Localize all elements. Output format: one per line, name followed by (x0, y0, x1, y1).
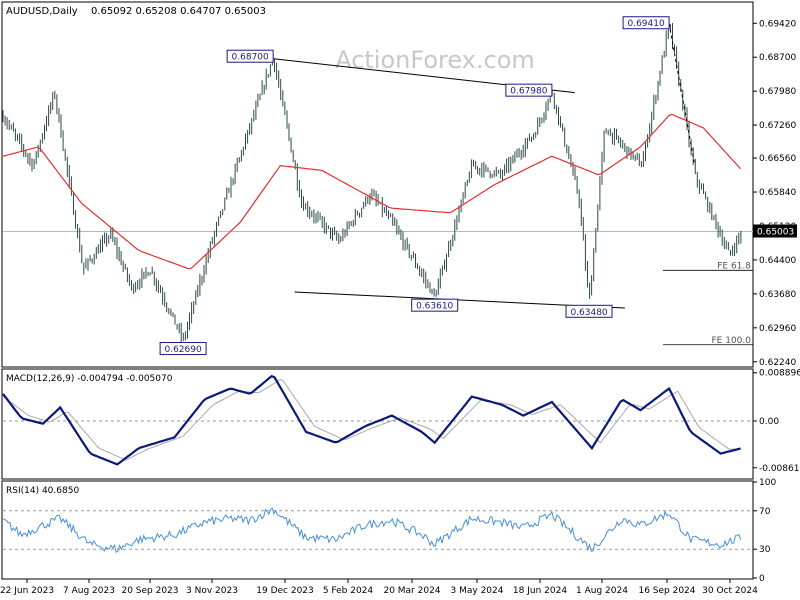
price-header: AUDUSD,Daily 0.65092 0.65208 0.64707 0.6… (6, 6, 266, 17)
y-tick-label: 70 (759, 507, 771, 517)
symbol-title: AUDUSD,Daily (6, 6, 78, 17)
price-level-annotation: 0.62690 (159, 342, 207, 356)
price-level-annotation: 0.69410 (622, 16, 670, 30)
projection-line (668, 23, 696, 166)
fe-level-label: FE 100.0 (712, 336, 752, 346)
price-y-axis: 0.69420 0.68700 0.67980 0.67260 0.66560 0.658… (753, 19, 796, 368)
ohlc-values: 0.65092 0.65208 0.64707 0.65003 (91, 6, 266, 17)
x-tick-label: 19 Dec 2023 (256, 586, 314, 596)
x-tick-label: 20 Sep 2023 (121, 586, 178, 596)
x-tick-label: 7 Aug 2023 (63, 586, 115, 596)
x-tick-label: 30 Oct 2024 (702, 586, 758, 596)
x-tick-label: 16 Sep 2024 (638, 586, 695, 596)
macd-signal-line (2, 379, 741, 461)
macd-y-axis: 0.008896 0.00 -0.008612 (753, 369, 800, 474)
x-tick-label: 22 Jun 2023 (0, 586, 54, 596)
y-tick-label: 0.68700 (759, 53, 796, 63)
annotation-label: 0.67980 (510, 87, 547, 97)
moving-average-line (2, 113, 742, 270)
annotation-label: 0.63610 (416, 302, 453, 312)
macd-panel-frame (1, 368, 754, 480)
price-level-annotation: 0.67980 (505, 83, 553, 97)
fe-levels: FE 61.8 FE 100.0 (663, 261, 753, 346)
price-level-annotation: 0.63480 (565, 304, 613, 318)
y-tick-label: 0.008896 (759, 369, 800, 379)
x-axis: 22 Jun 2023 7 Aug 2023 20 Sep 2023 3 Nov 20… (0, 579, 758, 596)
y-tick-label: 0.67980 (759, 87, 796, 97)
x-tick-label: 3 Nov 2023 (186, 586, 238, 596)
y-tick-label: 0.63680 (759, 290, 796, 300)
y-tick-label: 30 (759, 545, 771, 555)
annotation-label: 0.68700 (232, 53, 269, 63)
y-tick-label: 0 (759, 574, 765, 584)
rsi-y-axis: 100 70 30 0 (753, 478, 776, 584)
last-price-marker: 0.65003 (753, 224, 797, 238)
x-tick-label: 20 Mar 2024 (383, 586, 440, 596)
y-tick-label: -0.008612 (759, 464, 800, 474)
y-tick-label: 0.62960 (759, 324, 796, 334)
price-level-annotation: 0.68700 (226, 49, 274, 63)
price-annotations: 0.62690 0.68700 0.63610 0.67980 0.63480 0.694… (159, 16, 670, 356)
annotation-label: 0.62690 (164, 345, 201, 355)
last-price-label: 0.65003 (757, 228, 794, 238)
x-tick-label: 18 Jun 2024 (513, 586, 567, 596)
y-tick-label: 0.00 (759, 417, 779, 427)
y-tick-label: 100 (759, 478, 776, 488)
price-panel-frame (1, 1, 754, 368)
annotation-label: 0.69410 (627, 19, 664, 29)
y-tick-label: 0.62240 (759, 358, 796, 368)
y-tick-label: 0.67260 (759, 121, 796, 131)
macd-main-line (2, 374, 741, 466)
y-tick-label: 0.69420 (759, 19, 796, 29)
rsi-panel-frame (1, 480, 754, 580)
y-tick-label: 0.64400 (759, 256, 796, 266)
price-candles (2, 23, 742, 344)
fe-level-label: FE 61.8 (717, 261, 751, 271)
x-tick-label: 3 May 2024 (451, 586, 504, 596)
watermark: ActionForex.com (335, 46, 535, 74)
annotation-label: 0.63480 (570, 308, 607, 318)
x-tick-label: 1 Aug 2024 (576, 586, 628, 596)
y-tick-label: 0.66560 (759, 154, 796, 164)
macd-title: MACD(12,26,9) -0.004794 -0.005070 (6, 374, 173, 384)
rsi-title: RSI(14) 40.6850 (6, 486, 79, 496)
x-tick-label: 5 Feb 2024 (323, 586, 374, 596)
price-level-annotation: 0.63610 (411, 298, 459, 312)
y-tick-label: 0.65840 (759, 188, 796, 198)
rsi-line (2, 507, 742, 553)
